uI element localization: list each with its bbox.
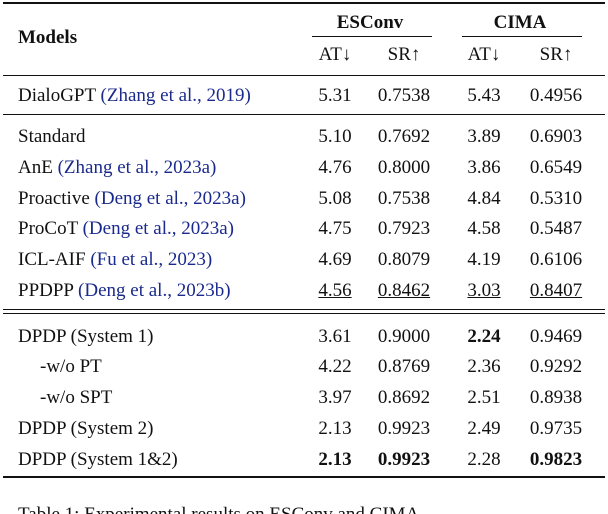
rule: [312, 36, 432, 37]
value-cell: 3.61: [318, 326, 352, 347]
model-cell: Standard: [18, 126, 86, 148]
citation[interactable]: (Fu et al., 2023): [90, 249, 213, 270]
model-cell: Proactive (Deng et al., 2023a): [18, 188, 246, 210]
value-cell: 2.13: [318, 449, 352, 470]
value-cell: 0.7538: [377, 85, 431, 106]
value-cell: 0.9469: [529, 326, 583, 347]
value-cell: 0.5310: [529, 188, 583, 209]
model-cell: AnE (Zhang et al., 2023a): [18, 157, 216, 179]
model-cell: DPDP (System 1&2): [18, 449, 178, 471]
citation[interactable]: (Deng et al., 2023a): [82, 218, 235, 239]
rule: [3, 75, 605, 77]
value-cell: 5.31: [318, 85, 352, 106]
value-cell: 0.9292: [529, 356, 583, 377]
value-cell: 4.69: [318, 249, 352, 270]
value-cell: 0.8938: [529, 387, 583, 408]
value-cell: 0.6903: [529, 126, 583, 147]
citation[interactable]: (Zhang et al., 2023a): [57, 157, 217, 178]
value-cell: 0.9923: [377, 449, 431, 470]
rule: [3, 313, 605, 314]
value-cell: 5.10: [318, 126, 352, 147]
value-cell: 0.4956: [529, 85, 583, 106]
value-cell: 2.13: [318, 418, 352, 439]
value-cell: 0.6106: [529, 249, 583, 270]
value-cell: 4.22: [318, 356, 352, 377]
value-cell: 0.5487: [529, 218, 583, 239]
value-cell: 0.8769: [377, 356, 431, 377]
citation[interactable]: (Deng et al., 2023a): [94, 188, 246, 209]
value-cell: 4.75: [318, 218, 352, 239]
value-cell: 2.24: [467, 326, 501, 347]
value-cell: 0.9823: [529, 449, 583, 470]
rule: [3, 114, 605, 115]
rule: [462, 36, 582, 37]
model-name: DialoGPT: [18, 85, 96, 106]
value-cell: 2.28: [467, 449, 501, 470]
metric-header: SR↑: [387, 44, 421, 65]
model-name: DPDP (System 1&2): [18, 449, 178, 470]
model-name: Standard: [18, 126, 86, 147]
model-name: Proactive: [18, 188, 90, 209]
metric-header: SR↑: [539, 44, 573, 65]
value-cell: 0.6549: [529, 157, 583, 178]
model-cell: -w/o SPT: [40, 387, 112, 409]
value-cell: 0.9000: [377, 326, 431, 347]
value-cell: 2.51: [467, 387, 501, 408]
model-cell: DPDP (System 1): [18, 326, 153, 348]
value-cell: 0.8692: [377, 387, 431, 408]
citation[interactable]: (Deng et al., 2023b): [78, 280, 231, 301]
model-cell: DPDP (System 2): [18, 418, 153, 440]
value-cell: 0.7923: [377, 218, 431, 239]
value-cell: 0.7538: [377, 188, 431, 209]
model-name: -w/o PT: [40, 356, 102, 377]
rule: [3, 309, 605, 310]
value-cell: 4.19: [467, 249, 501, 270]
model-name: ProCoT: [18, 218, 78, 239]
caption: Table 1: Experimental results on ESConv …: [18, 504, 424, 514]
value-cell: 4.84: [467, 188, 501, 209]
group-header: CIMA: [493, 12, 547, 33]
value-cell: 0.8407: [529, 280, 583, 301]
value-cell: 3.89: [467, 126, 501, 147]
value-cell: 2.49: [467, 418, 501, 439]
header-models: Models: [18, 27, 78, 48]
value-cell: 0.8000: [377, 157, 431, 178]
value-cell: 0.8079: [377, 249, 431, 270]
value-cell: 0.9923: [377, 418, 431, 439]
value-cell: 2.36: [467, 356, 501, 377]
value-cell: 0.7692: [377, 126, 431, 147]
value-cell: 4.56: [318, 280, 352, 301]
rule: [3, 2, 605, 4]
value-cell: 3.86: [467, 157, 501, 178]
model-name: ICL-AIF: [18, 249, 86, 270]
metric-header: AT↓: [318, 44, 352, 65]
value-cell: 5.08: [318, 188, 352, 209]
model-cell: ProCoT (Deng et al., 2023a): [18, 218, 234, 240]
rule: [3, 476, 605, 478]
model-name: AnE: [18, 157, 53, 178]
value-cell: 3.03: [467, 280, 501, 301]
value-cell: 0.8462: [377, 280, 431, 301]
value-cell: 5.43: [467, 85, 501, 106]
model-cell: -w/o PT: [40, 356, 102, 378]
model-name: DPDP (System 2): [18, 418, 154, 439]
group-header: ESConv: [336, 12, 404, 33]
citation[interactable]: (Zhang et al., 2019): [100, 85, 251, 106]
value-cell: 0.9735: [529, 418, 583, 439]
model-cell: DialoGPT (Zhang et al., 2019): [18, 85, 251, 107]
model-cell: ICL-AIF (Fu et al., 2023): [18, 249, 212, 271]
value-cell: 3.97: [318, 387, 352, 408]
value-cell: 4.58: [467, 218, 501, 239]
model-name: -w/o SPT: [40, 387, 113, 408]
model-cell: PPDPP (Deng et al., 2023b): [18, 280, 231, 302]
model-name: DPDP (System 1): [18, 326, 154, 347]
metric-header: AT↓: [467, 44, 501, 65]
value-cell: 4.76: [318, 157, 352, 178]
model-name: PPDPP: [18, 280, 74, 301]
